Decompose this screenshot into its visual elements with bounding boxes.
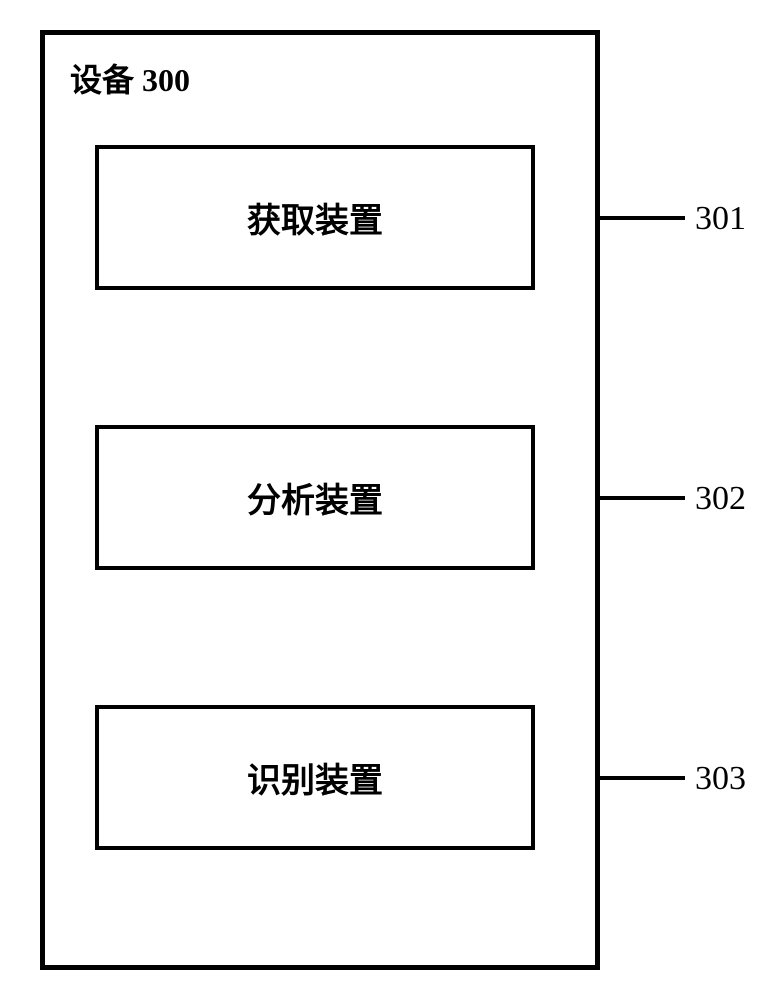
reference-number: 302 [695,480,746,518]
component-box: 识别装置 [95,705,535,850]
diagram-canvas: 设备 300 获取装置 301 分析装置 302 识别装置 303 [0,0,760,1000]
connector-line [600,776,685,780]
reference-number: 303 [695,760,746,798]
component-label: 分析装置 [247,473,383,522]
component-box: 获取装置 [95,145,535,290]
connector-line [600,216,685,220]
component-label: 识别装置 [247,753,383,802]
device-title: 设备 300 [70,55,190,101]
reference-number: 301 [695,200,746,238]
component-label: 获取装置 [247,193,383,242]
component-box: 分析装置 [95,425,535,570]
connector-line [600,496,685,500]
